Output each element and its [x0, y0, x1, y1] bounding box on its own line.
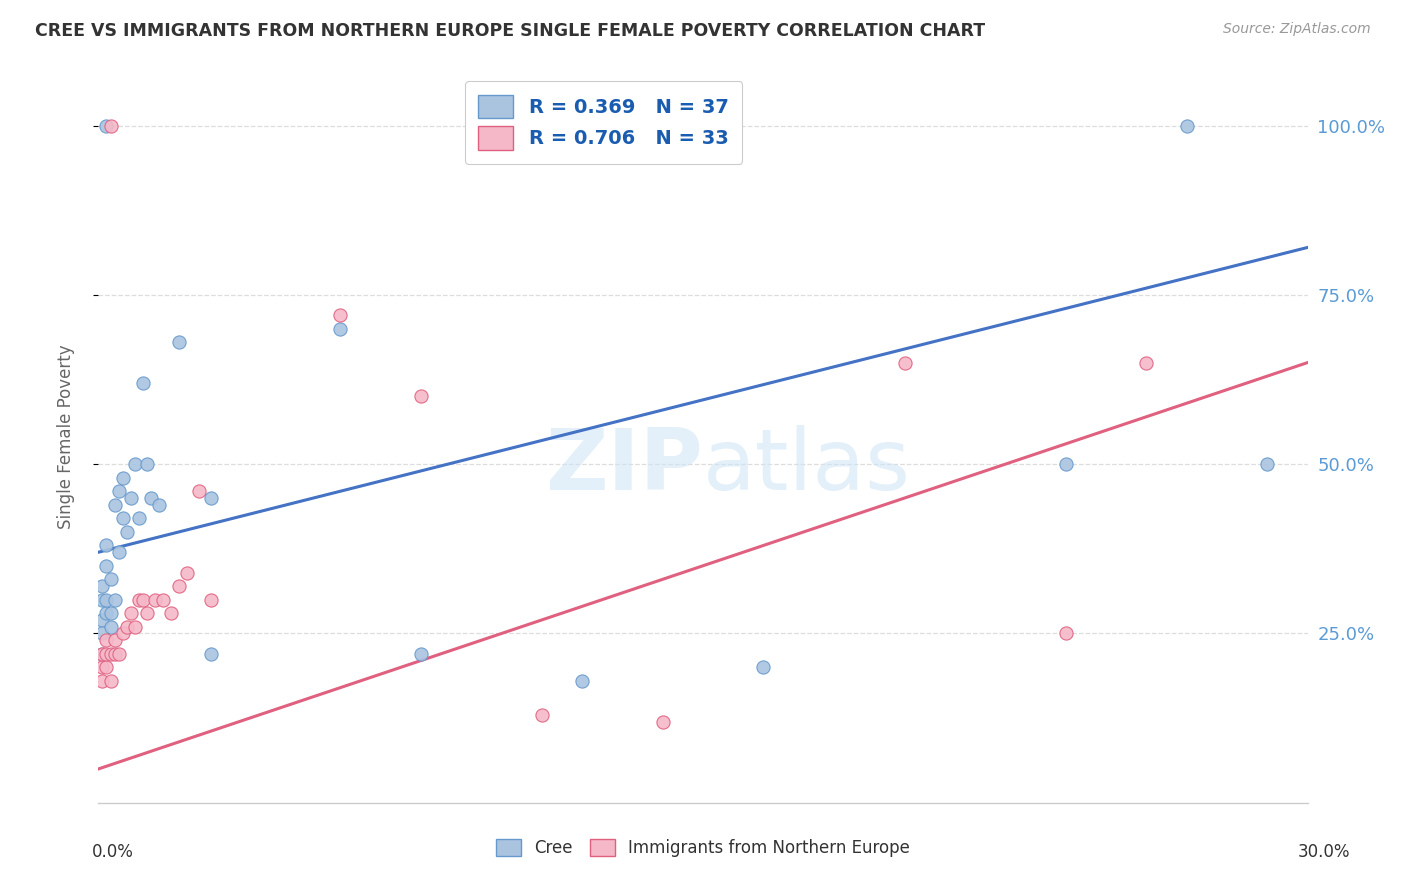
Text: atlas: atlas	[703, 425, 911, 508]
Point	[135, 457, 157, 471]
Point	[752, 660, 775, 674]
Point	[530, 707, 553, 722]
Text: 30.0%: 30.0%	[1298, 843, 1350, 861]
Point	[120, 606, 142, 620]
Text: ZIP: ZIP	[546, 425, 703, 508]
Point	[107, 484, 129, 499]
Point	[107, 545, 129, 559]
Point	[143, 592, 166, 607]
Text: Source: ZipAtlas.com: Source: ZipAtlas.com	[1223, 22, 1371, 37]
Point	[107, 647, 129, 661]
Point	[91, 613, 114, 627]
Point	[96, 538, 118, 552]
Text: CREE VS IMMIGRANTS FROM NORTHERN EUROPE SINGLE FEMALE POVERTY CORRELATION CHART: CREE VS IMMIGRANTS FROM NORTHERN EUROPE …	[35, 22, 986, 40]
Point	[100, 572, 122, 586]
Point	[96, 606, 118, 620]
Point	[329, 322, 352, 336]
Point	[120, 491, 142, 505]
Point	[200, 647, 222, 661]
Text: 0.0%: 0.0%	[91, 843, 134, 861]
Point	[571, 673, 593, 688]
Point	[1054, 626, 1077, 640]
Point	[200, 592, 222, 607]
Point	[1135, 355, 1157, 369]
Point	[148, 498, 170, 512]
Point	[1256, 457, 1278, 471]
Point	[100, 119, 122, 133]
Point	[111, 511, 134, 525]
Point	[91, 579, 114, 593]
Point	[409, 647, 432, 661]
Point	[329, 308, 352, 322]
Point	[103, 633, 125, 648]
Point	[124, 620, 146, 634]
Point	[651, 714, 673, 729]
Y-axis label: Single Female Poverty: Single Female Poverty	[56, 345, 75, 529]
Point	[91, 626, 114, 640]
Point	[152, 592, 174, 607]
Legend: Cree, Immigrants from Northern Europe: Cree, Immigrants from Northern Europe	[489, 832, 917, 864]
Point	[128, 592, 150, 607]
Point	[91, 647, 114, 661]
Point	[96, 592, 118, 607]
Point	[91, 592, 114, 607]
Point	[1054, 457, 1077, 471]
Point	[409, 389, 432, 403]
Point	[167, 335, 190, 350]
Point	[103, 647, 125, 661]
Point	[91, 660, 114, 674]
Point	[132, 376, 155, 390]
Point	[135, 606, 157, 620]
Point	[115, 620, 138, 634]
Point	[96, 660, 118, 674]
Point	[96, 633, 118, 648]
Point	[100, 647, 122, 661]
Point	[128, 511, 150, 525]
Point	[96, 647, 118, 661]
Point	[167, 579, 190, 593]
Point	[160, 606, 183, 620]
Point	[893, 355, 915, 369]
Point	[100, 606, 122, 620]
Point	[111, 626, 134, 640]
Point	[115, 524, 138, 539]
Point	[91, 647, 114, 661]
Point	[103, 498, 125, 512]
Point	[100, 673, 122, 688]
Point	[132, 592, 155, 607]
Point	[96, 558, 118, 573]
Point	[188, 484, 211, 499]
Point	[139, 491, 162, 505]
Point	[103, 592, 125, 607]
Point	[176, 566, 198, 580]
Point	[111, 471, 134, 485]
Point	[96, 119, 118, 133]
Point	[200, 491, 222, 505]
Point	[100, 620, 122, 634]
Point	[1175, 119, 1198, 133]
Point	[124, 457, 146, 471]
Point	[91, 673, 114, 688]
